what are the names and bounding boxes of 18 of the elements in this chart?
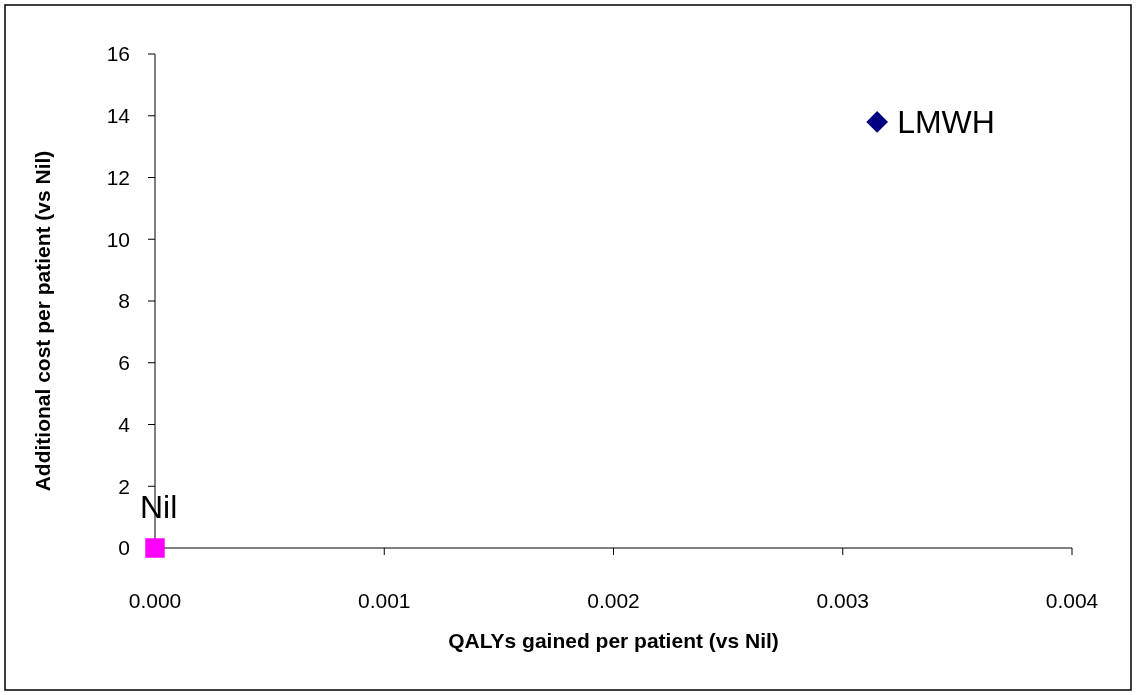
y-tick-label: 2 [118,474,130,498]
y-tick-label: 16 [106,42,130,66]
x-tick-label: 0.003 [816,589,870,612]
x-tick-label: 0.001 [357,589,411,612]
y-tick-label: 12 [106,165,130,189]
x-tick-label: 0.004 [1045,589,1099,612]
series-label: LMWH [897,103,995,140]
series-label: Nil [140,489,178,525]
x-axis-title: QALYs gained per patient (vs Nil) [448,629,779,652]
x-tick-label: 0.002 [587,589,640,612]
y-tick-label: 8 [118,289,130,313]
y-tick-label: 14 [106,104,131,128]
x-tick-label: 0.000 [128,589,182,612]
y-axis-title: Additional cost per patient (vs Nil) [31,150,54,492]
y-tick-label: 6 [118,351,130,375]
y-tick-label: 4 [118,412,131,436]
y-tick-label: 0 [118,536,130,560]
y-tick-label: 10 [106,227,130,251]
